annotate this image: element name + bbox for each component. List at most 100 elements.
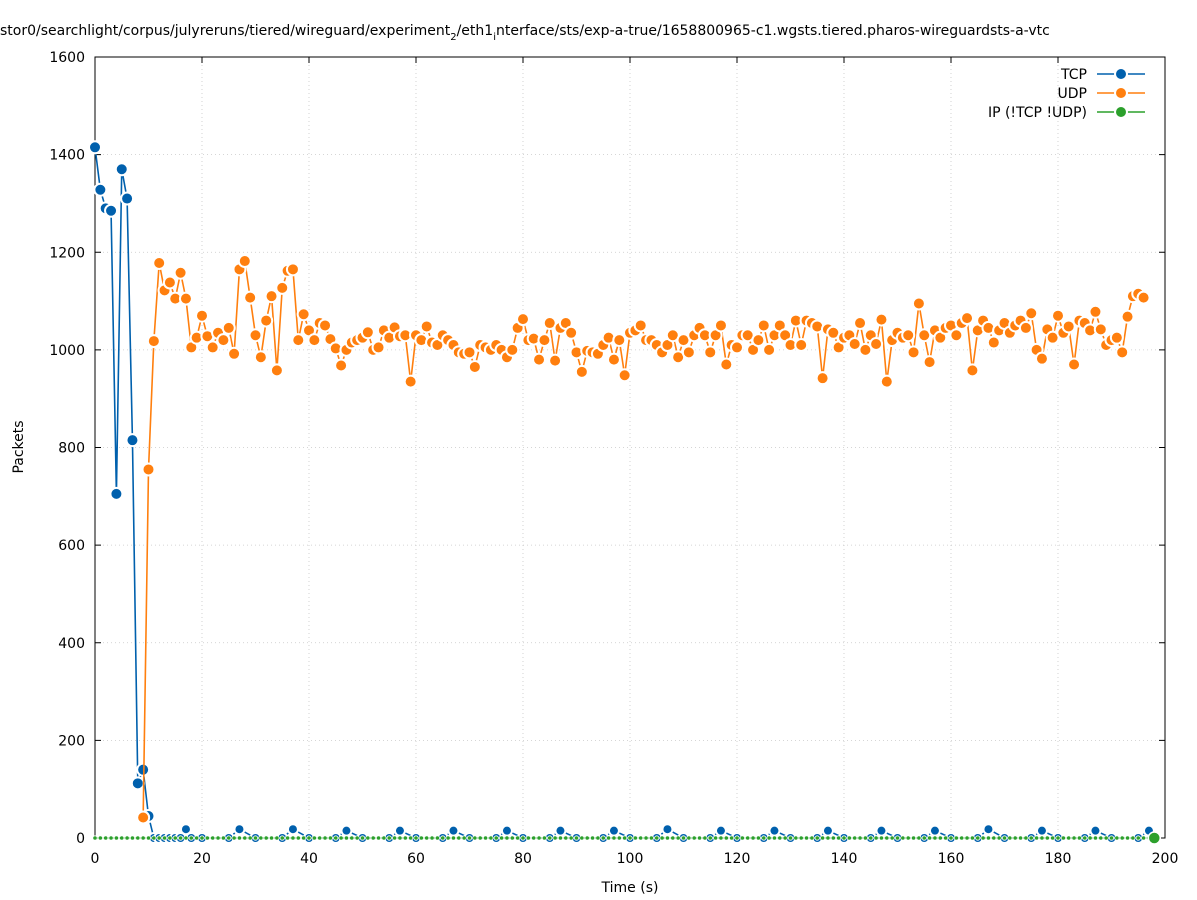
data-point <box>97 835 103 841</box>
data-point <box>751 333 766 348</box>
legend-entry: UDP <box>1058 86 1145 102</box>
data-point <box>124 835 130 841</box>
chart-title: stor0/searchlight/corpus/julyreruns/tier… <box>0 23 1050 43</box>
x-tick-label: 100 <box>617 851 644 867</box>
data-point <box>712 835 719 841</box>
data-point <box>532 352 547 367</box>
y-tick-label: 1600 <box>49 50 85 66</box>
data-point <box>429 835 435 841</box>
data-point <box>296 307 311 322</box>
y-tick-label: 0 <box>76 831 85 847</box>
data-point <box>119 835 125 841</box>
data-point <box>120 191 135 206</box>
data-point <box>1044 835 1050 841</box>
data-point <box>996 835 1002 841</box>
data-point <box>472 835 478 841</box>
data-point <box>589 835 596 841</box>
series-2 <box>92 831 1162 845</box>
data-point <box>719 357 734 372</box>
data-point <box>627 835 633 841</box>
y-tick-label: 400 <box>58 636 85 652</box>
data-point <box>889 835 895 841</box>
data-point <box>397 835 403 841</box>
data-point <box>92 835 98 841</box>
data-point <box>874 312 889 327</box>
x-tick-label: 180 <box>1045 851 1072 867</box>
data-point <box>231 835 237 841</box>
data-point <box>269 363 284 378</box>
data-point <box>141 462 156 477</box>
y-tick-label: 1400 <box>49 148 85 164</box>
data-point <box>857 835 863 841</box>
data-point <box>782 835 788 841</box>
data-point <box>1024 306 1039 321</box>
data-point <box>461 835 467 841</box>
legend-label: TCP <box>1060 67 1087 83</box>
data-point <box>814 835 820 841</box>
data-point <box>884 835 890 841</box>
data-point <box>237 254 252 269</box>
data-point <box>275 280 290 295</box>
data-point <box>322 835 328 841</box>
data-point <box>462 345 477 360</box>
y-tick-label: 1200 <box>49 245 85 261</box>
data-point <box>194 835 200 841</box>
legend-marker <box>1114 86 1128 100</box>
data-point <box>408 835 414 841</box>
data-point <box>573 835 580 841</box>
data-point <box>568 835 574 841</box>
data-point <box>205 340 220 355</box>
data-point <box>334 358 349 373</box>
data-point <box>622 835 628 841</box>
data-point <box>607 824 620 837</box>
data-point <box>440 835 446 841</box>
data-point <box>1087 835 1093 841</box>
data-point <box>762 342 777 357</box>
data-point <box>703 345 718 360</box>
data-point <box>612 333 627 348</box>
data-point <box>178 835 184 841</box>
data-point <box>794 337 809 352</box>
x-tick-label: 160 <box>938 851 965 867</box>
data-point <box>638 835 644 841</box>
data-point <box>771 835 778 841</box>
data-point <box>723 835 729 841</box>
data-point <box>986 335 1001 350</box>
data-point <box>338 835 344 841</box>
x-tick-label: 20 <box>193 851 211 867</box>
data-point <box>482 835 489 841</box>
data-point <box>1001 835 1008 841</box>
data-point <box>821 824 834 837</box>
data-point <box>156 835 162 841</box>
data-point <box>959 835 965 841</box>
data-point <box>980 835 986 841</box>
data-point <box>1051 308 1065 323</box>
data-point <box>125 433 140 448</box>
data-point <box>215 835 221 841</box>
data-point <box>766 835 772 841</box>
data-point <box>686 835 692 841</box>
data-point <box>505 342 520 357</box>
data-point <box>664 835 671 841</box>
data-point <box>1092 835 1099 841</box>
data-point <box>386 835 392 841</box>
data-point <box>221 320 236 335</box>
data-point <box>600 835 606 841</box>
data-point <box>354 835 360 841</box>
data-point <box>135 835 141 841</box>
data-point <box>151 835 157 841</box>
data-point <box>515 835 521 841</box>
data-point <box>713 318 728 333</box>
data-point <box>375 835 382 841</box>
data-point <box>605 835 612 841</box>
data-point <box>129 835 136 841</box>
data-point <box>815 371 830 386</box>
data-point <box>911 296 926 311</box>
data-point <box>943 835 949 841</box>
data-point <box>525 835 531 841</box>
data-point <box>960 311 975 326</box>
data-point <box>263 835 269 841</box>
data-point <box>456 835 462 841</box>
data-point <box>862 835 869 841</box>
legend: TCP UDP IP (!TCP !UDP) <box>988 67 1145 121</box>
